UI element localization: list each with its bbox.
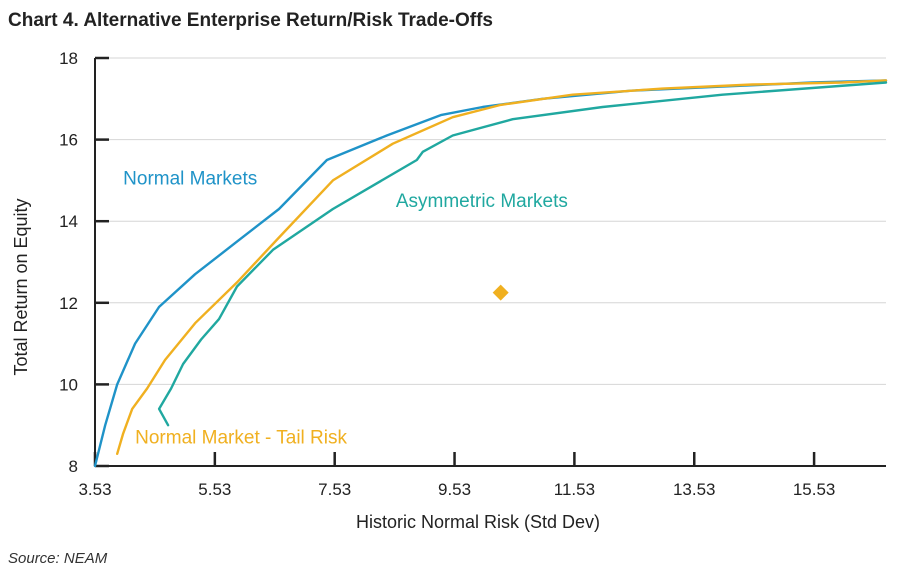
series-group bbox=[93, 79, 888, 468]
series-labels: Normal Markets Asymmetric Markets Normal M… bbox=[123, 168, 568, 448]
source-note: Source: NEAM bbox=[8, 550, 108, 567]
markers bbox=[492, 284, 509, 301]
y-tick-label: 8 bbox=[69, 457, 78, 476]
y-axis-label: Total Return on Equity bbox=[11, 198, 31, 375]
y-tick-label: 12 bbox=[59, 294, 78, 313]
series-line-1 bbox=[93, 79, 888, 468]
y-tick-label: 18 bbox=[59, 49, 78, 68]
x-tick-label: 7.53 bbox=[318, 480, 351, 499]
y-tick-label: 14 bbox=[59, 212, 78, 231]
series-label-2: Asymmetric Markets bbox=[396, 191, 568, 212]
y-tick-label: 10 bbox=[59, 375, 78, 394]
x-tick-label: 13.53 bbox=[673, 480, 716, 499]
series-line-2 bbox=[116, 79, 888, 455]
x-tick-label: 3.53 bbox=[78, 480, 111, 499]
x-tick-label: 9.53 bbox=[438, 480, 471, 499]
series-label-1: Normal Markets bbox=[123, 168, 257, 189]
x-tick-label: 5.53 bbox=[198, 480, 231, 499]
y-tick-label: 16 bbox=[59, 131, 78, 150]
axes: 8 10 12 14 16 18 3.53 5.53 7.53 9.53 11.53 13.53 15.… bbox=[59, 49, 886, 499]
x-axis-label: Historic Normal Risk (Std Dev) bbox=[356, 512, 600, 532]
diamond-marker bbox=[492, 284, 509, 301]
x-tick-label: 11.53 bbox=[554, 480, 595, 499]
gridlines bbox=[95, 57, 886, 385]
series-line-3 bbox=[157, 81, 888, 427]
x-tick-label: 15.53 bbox=[793, 480, 836, 499]
chart-title: Chart 4. Alternative Enterprise Return/R… bbox=[8, 10, 493, 31]
series-label-3: Normal Market - Tail Risk bbox=[135, 428, 347, 449]
